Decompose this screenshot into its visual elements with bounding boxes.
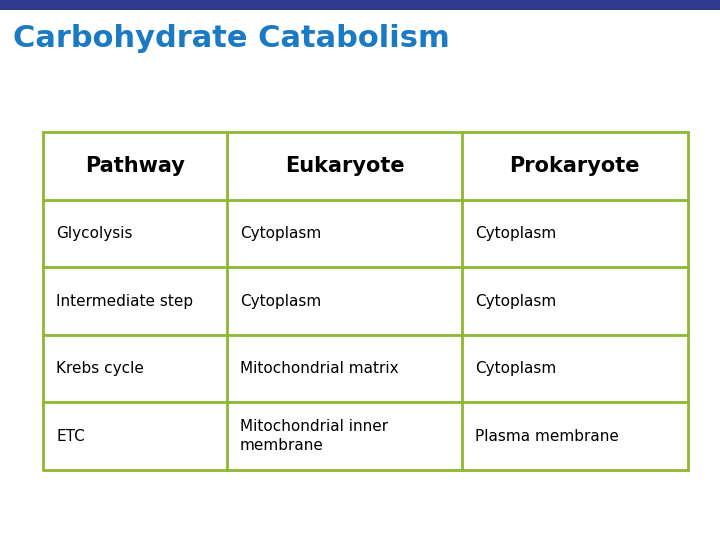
Text: Glycolysis: Glycolysis — [56, 226, 132, 241]
Text: ETC: ETC — [56, 429, 85, 443]
Text: Cytoplasm: Cytoplasm — [475, 226, 557, 241]
Text: Cytoplasm: Cytoplasm — [475, 294, 557, 308]
Text: Mitochondrial inner
membrane: Mitochondrial inner membrane — [240, 419, 388, 453]
Text: Prokaryote: Prokaryote — [510, 156, 640, 176]
Bar — [0, 0, 720, 10]
Text: Cytoplasm: Cytoplasm — [240, 294, 321, 308]
Text: Mitochondrial matrix: Mitochondrial matrix — [240, 361, 398, 376]
Text: Plasma membrane: Plasma membrane — [475, 429, 619, 443]
Text: Pathway: Pathway — [85, 156, 185, 176]
Text: Carbohydrate Catabolism: Carbohydrate Catabolism — [13, 24, 450, 53]
Text: Intermediate step: Intermediate step — [56, 294, 193, 308]
Bar — [43, 132, 688, 470]
Text: Cytoplasm: Cytoplasm — [240, 226, 321, 241]
Text: Cytoplasm: Cytoplasm — [475, 361, 557, 376]
Text: Krebs cycle: Krebs cycle — [56, 361, 144, 376]
Text: Eukaryote: Eukaryote — [284, 156, 404, 176]
